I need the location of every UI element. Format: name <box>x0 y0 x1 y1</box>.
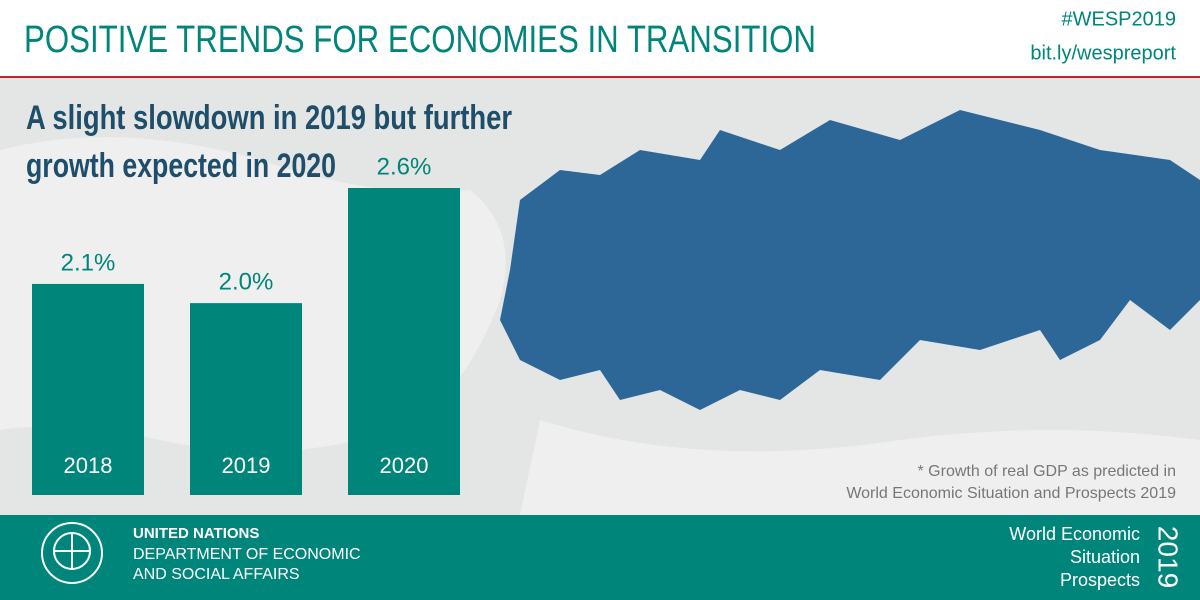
region-map <box>500 110 1200 410</box>
org-name: AND SOCIAL AFFAIRS <box>133 566 300 583</box>
category-label: 2018 <box>64 453 113 478</box>
chart-title: A slight slowdown in 2019 but further <box>26 99 512 137</box>
category-label: 2020 <box>380 453 429 478</box>
org-name: UNITED NATIONS <box>133 525 259 542</box>
un-emblem <box>41 522 103 584</box>
hashtag: #WESP2019 <box>1061 8 1176 30</box>
category-label: 2019 <box>222 453 271 478</box>
report-name: Situation <box>1070 547 1140 567</box>
page-title: POSITIVE TRENDS FOR ECONOMIES IN TRANSIT… <box>24 19 816 61</box>
map-land <box>520 420 1200 515</box>
chart-title: growth expected in 2020 <box>26 147 336 185</box>
org-name: DEPARTMENT OF ECONOMIC <box>133 546 361 563</box>
bar <box>190 303 302 495</box>
value-label: 2.0% <box>219 268 274 295</box>
bar <box>32 283 144 495</box>
report-name: Prospects <box>1060 570 1140 590</box>
value-label: 2.6% <box>377 153 432 180</box>
report-link: bit.ly/wespreport <box>1030 42 1176 64</box>
footnote: * Growth of real GDP as predicted in <box>918 463 1177 480</box>
footer <box>0 515 1200 600</box>
report-name: World Economic <box>1009 524 1140 544</box>
footnote: World Economic Situation and Prospects 2… <box>846 485 1176 502</box>
report-year: 2019 <box>1153 526 1184 588</box>
value-label: 2.1% <box>61 249 116 276</box>
header-rule <box>0 76 1200 78</box>
bar <box>348 188 460 495</box>
